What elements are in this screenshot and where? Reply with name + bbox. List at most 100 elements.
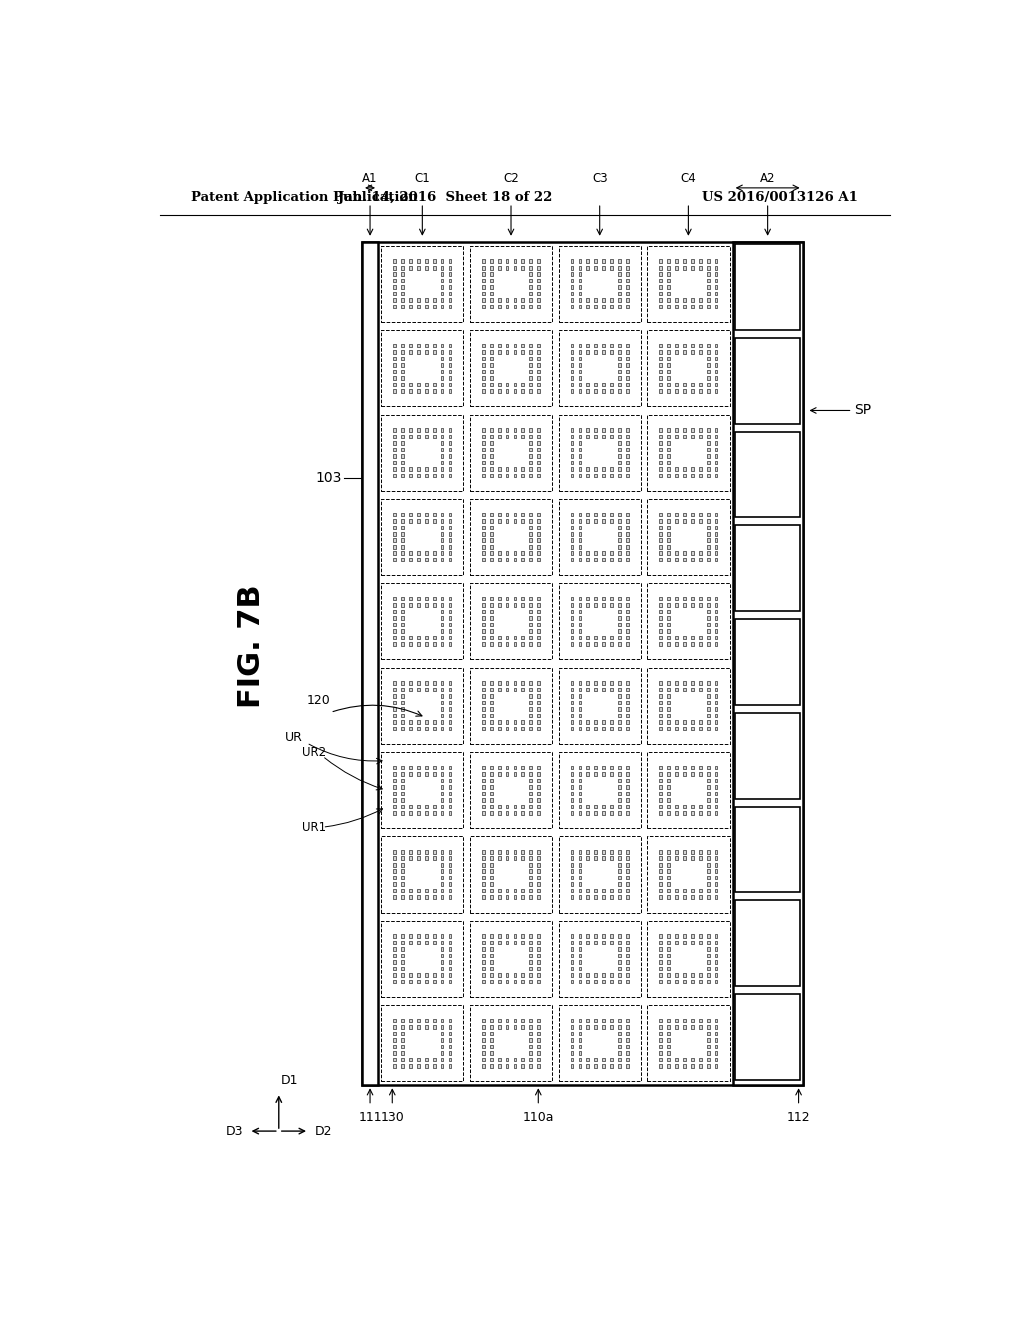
Bar: [579, 597, 582, 601]
Bar: [668, 721, 670, 723]
Bar: [707, 1038, 710, 1041]
Bar: [529, 292, 532, 296]
Bar: [618, 954, 621, 957]
Bar: [529, 370, 532, 374]
Bar: [393, 888, 396, 892]
Bar: [489, 305, 493, 309]
Bar: [707, 383, 710, 387]
Bar: [626, 772, 629, 776]
Bar: [425, 1057, 428, 1061]
Bar: [626, 766, 629, 770]
Bar: [579, 454, 582, 458]
Bar: [579, 792, 582, 795]
Bar: [529, 343, 532, 347]
Bar: [659, 966, 663, 970]
Bar: [610, 973, 613, 977]
Bar: [707, 616, 710, 620]
Bar: [393, 623, 396, 627]
Bar: [538, 1026, 540, 1028]
Bar: [538, 810, 540, 814]
Bar: [449, 461, 452, 465]
Bar: [498, 772, 501, 776]
Bar: [393, 370, 396, 374]
Bar: [707, 882, 710, 886]
Bar: [683, 512, 686, 516]
Bar: [489, 792, 493, 795]
Bar: [733, 242, 803, 1085]
Bar: [489, 467, 493, 471]
Bar: [449, 532, 452, 536]
Bar: [425, 721, 428, 723]
Bar: [558, 668, 641, 744]
Bar: [393, 1038, 396, 1041]
Bar: [626, 799, 629, 801]
Bar: [698, 260, 701, 263]
Bar: [715, 525, 718, 529]
Bar: [482, 1064, 484, 1068]
Bar: [570, 766, 573, 770]
Bar: [482, 681, 484, 685]
Bar: [521, 428, 524, 432]
Bar: [538, 941, 540, 944]
Bar: [602, 467, 605, 471]
Bar: [440, 363, 443, 367]
Bar: [538, 292, 540, 296]
Bar: [409, 265, 412, 269]
Bar: [506, 434, 509, 438]
Bar: [401, 630, 403, 632]
Bar: [401, 512, 403, 516]
Bar: [715, 545, 718, 549]
Bar: [570, 603, 573, 607]
Bar: [668, 389, 670, 393]
Bar: [482, 532, 484, 536]
Bar: [610, 558, 613, 561]
Bar: [498, 643, 501, 645]
Bar: [691, 935, 693, 939]
Bar: [683, 552, 686, 554]
Bar: [610, 474, 613, 477]
Bar: [482, 804, 484, 808]
Bar: [659, 1026, 663, 1028]
Bar: [401, 389, 403, 393]
Bar: [393, 512, 396, 516]
Text: D2: D2: [314, 1125, 332, 1138]
Bar: [715, 265, 718, 269]
Bar: [618, 636, 621, 639]
Bar: [440, 616, 443, 620]
Bar: [393, 643, 396, 645]
Bar: [425, 766, 428, 770]
Bar: [489, 603, 493, 607]
Bar: [626, 1057, 629, 1061]
Bar: [659, 343, 663, 347]
Bar: [610, 603, 613, 607]
Bar: [668, 1057, 670, 1061]
Bar: [433, 850, 435, 854]
Bar: [538, 285, 540, 289]
Bar: [409, 979, 412, 983]
Bar: [570, 954, 573, 957]
Bar: [626, 960, 629, 964]
Bar: [521, 389, 524, 393]
Bar: [707, 785, 710, 788]
Bar: [683, 260, 686, 263]
Bar: [521, 804, 524, 808]
Bar: [449, 895, 452, 899]
Bar: [529, 779, 532, 783]
Bar: [393, 441, 396, 445]
Bar: [668, 512, 670, 516]
Bar: [618, 260, 621, 263]
Bar: [529, 441, 532, 445]
Bar: [715, 1057, 718, 1061]
Bar: [626, 1044, 629, 1048]
Bar: [425, 474, 428, 477]
Bar: [409, 772, 412, 776]
Bar: [618, 882, 621, 886]
Bar: [659, 948, 663, 950]
Bar: [433, 350, 435, 354]
Bar: [417, 597, 420, 601]
Bar: [401, 454, 403, 458]
Bar: [498, 512, 501, 516]
Bar: [691, 681, 693, 685]
Bar: [470, 583, 552, 660]
Bar: [659, 260, 663, 263]
